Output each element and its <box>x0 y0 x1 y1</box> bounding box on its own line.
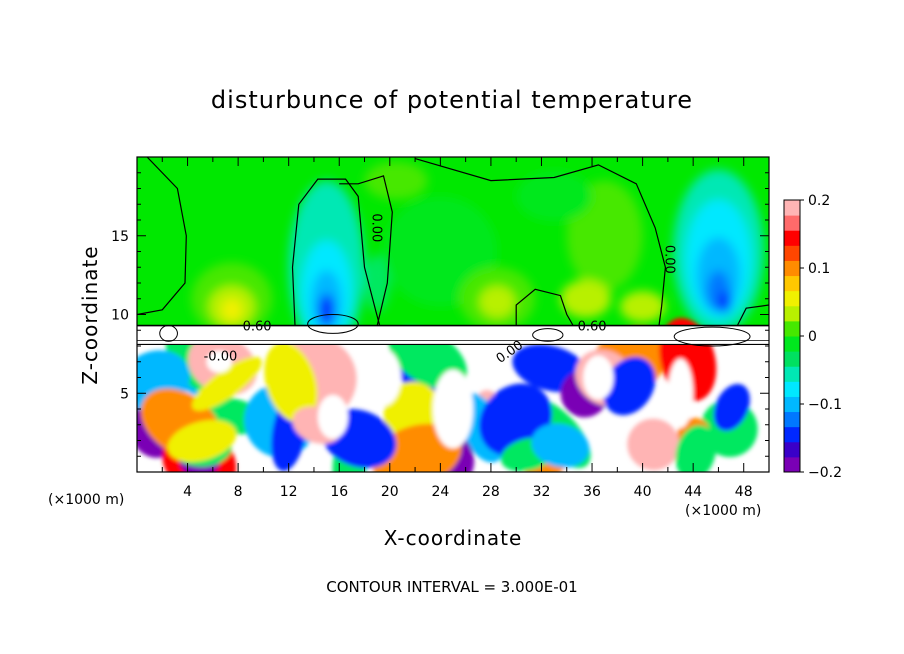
contour-line <box>414 158 667 326</box>
contour-label: -0.00 <box>204 350 238 365</box>
colorbar-segment <box>784 441 800 458</box>
colorbar-segment <box>784 351 800 367</box>
x-tick-label: 4 <box>183 484 192 500</box>
contour-label: 0.60 <box>578 320 607 335</box>
colorbar-segment <box>784 396 800 413</box>
colorbar-segment <box>784 200 800 216</box>
contour-line <box>736 304 769 326</box>
contour-line <box>291 178 381 326</box>
colorbar-segment <box>784 456 800 473</box>
contour-interval-note: CONTOUR INTERVAL = 3.000E-01 <box>326 578 578 596</box>
x-tick-label: 32 <box>533 484 551 500</box>
colorbar-segment <box>784 426 800 443</box>
x-tick-label: 36 <box>583 484 601 500</box>
colorbar-segment <box>784 381 800 397</box>
x-tick-label: 28 <box>482 484 500 500</box>
x-tick-label: 44 <box>684 484 702 500</box>
colorbar-segment <box>784 215 800 231</box>
upper-layer-anomalies <box>191 161 764 354</box>
x-tick-label: 8 <box>234 484 243 500</box>
x-unit-label-right: (×1000 m) <box>685 503 762 519</box>
colorbar-segment <box>784 230 800 246</box>
y-axis-label: Z-coordinate <box>78 245 102 385</box>
colorbar-tick-label: 0.1 <box>808 261 830 277</box>
colorbar-segment <box>784 366 800 382</box>
y-tick-label: 5 <box>120 386 129 402</box>
colorbar-segment <box>784 275 800 292</box>
x-tick-label: 24 <box>431 484 449 500</box>
colorbar-segment <box>784 320 800 337</box>
contour-line <box>515 288 574 326</box>
x-tick-label: 20 <box>381 484 399 500</box>
x-axis-label: X-coordinate <box>383 526 523 550</box>
contour-line <box>673 326 751 347</box>
contour-line <box>532 328 564 342</box>
colorbar-segment <box>784 260 800 277</box>
y-tick-label: 10 <box>111 308 129 324</box>
heatmap-field <box>137 157 769 472</box>
contour-line <box>307 314 359 334</box>
lower-layer-anomalies <box>137 318 758 472</box>
contour-label: 0.00 <box>368 213 383 242</box>
y-tick-label: 15 <box>111 229 129 245</box>
colorbar-segment <box>784 245 800 261</box>
colorbar-segment <box>784 305 800 322</box>
colorbar-segment <box>784 336 800 352</box>
x-unit-label-left: (×1000 m) <box>48 492 125 508</box>
x-tick-label: 12 <box>280 484 298 500</box>
colorbar-segment <box>784 290 800 307</box>
colorbar-tick-label: 0.2 <box>808 193 830 209</box>
inversion-band <box>137 325 769 345</box>
x-tick-label: 16 <box>330 484 348 500</box>
contour-line <box>137 157 187 316</box>
x-tick-label: 40 <box>634 484 652 500</box>
colorbar-tick-label: −0.2 <box>808 465 842 481</box>
contour-line <box>159 325 178 342</box>
contour-label: 0.00 <box>662 245 677 274</box>
x-tick-label: 48 <box>735 484 753 500</box>
contour-label: 0.60 <box>243 320 272 335</box>
colorbar-segment <box>784 411 800 428</box>
contour-line <box>339 175 393 326</box>
colorbar-tick-label: 0 <box>808 329 817 345</box>
chart-title: disturbunce of potential temperature <box>210 86 694 114</box>
colorbar-tick-label: −0.1 <box>808 397 842 413</box>
